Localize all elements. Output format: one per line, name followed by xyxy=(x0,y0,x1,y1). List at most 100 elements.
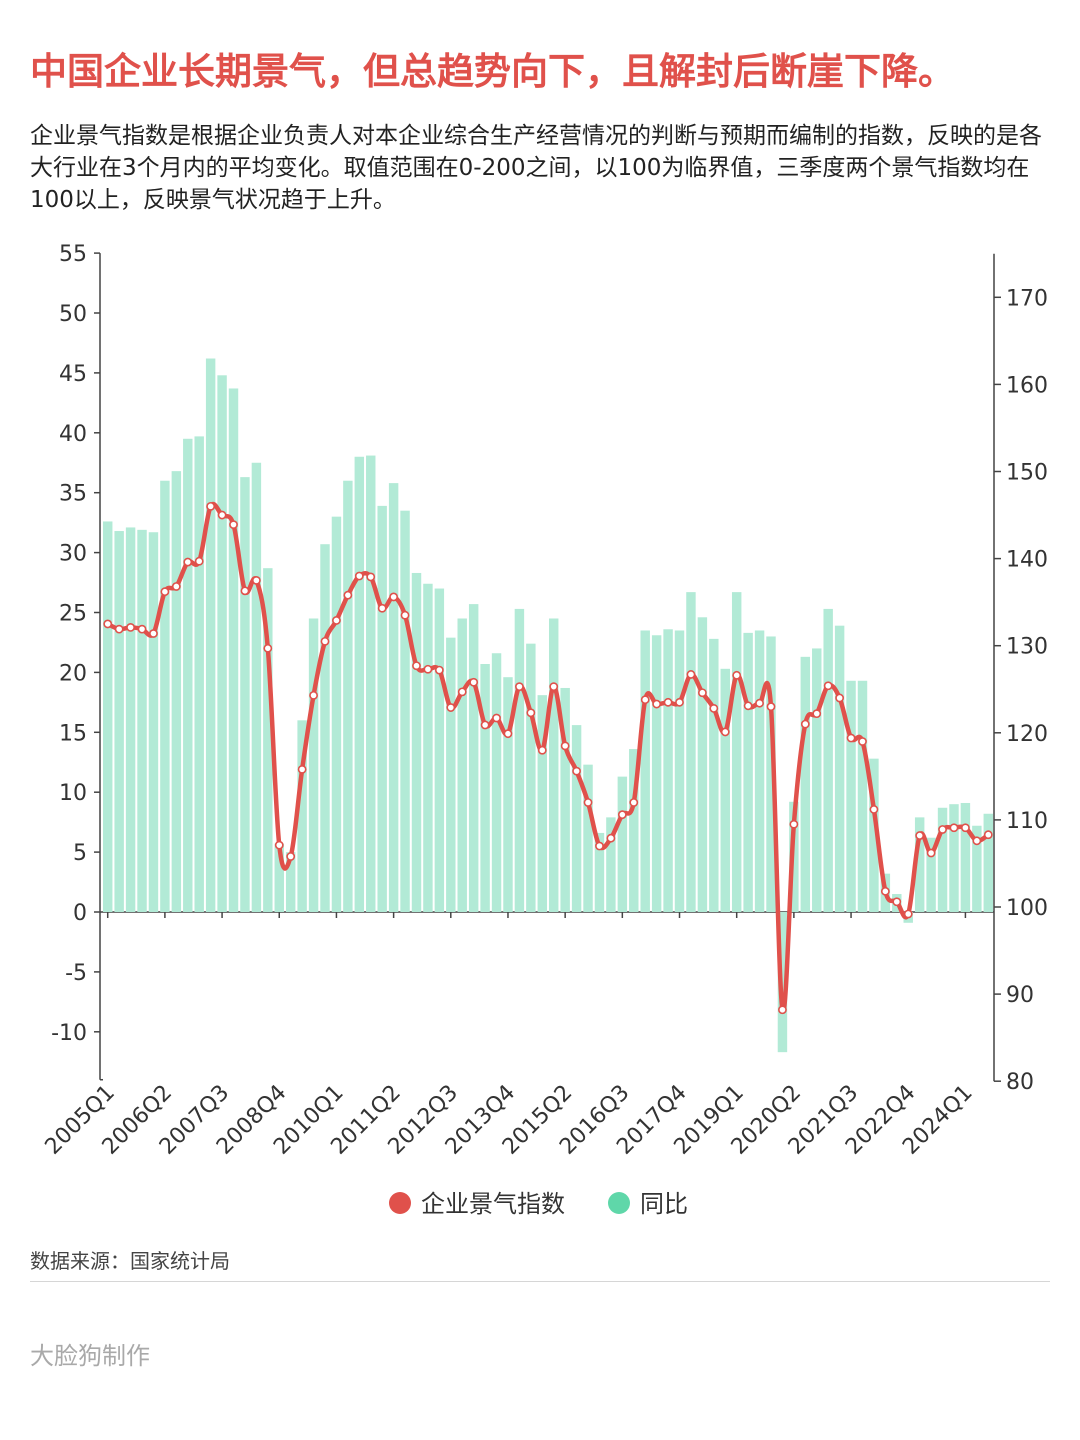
bar xyxy=(137,529,147,912)
bar xyxy=(400,510,410,912)
index-point xyxy=(366,572,376,582)
bar xyxy=(171,471,182,912)
left-axis-tick-label: -5 xyxy=(65,961,87,986)
bar xyxy=(514,608,525,912)
bar xyxy=(697,617,708,912)
bar xyxy=(457,618,467,912)
index-point xyxy=(183,557,193,567)
bar xyxy=(526,643,536,912)
right-axis-tick-label: 150 xyxy=(1006,461,1048,486)
bar xyxy=(560,687,570,912)
bar xyxy=(148,532,159,912)
index-point xyxy=(526,708,536,718)
bar xyxy=(503,677,513,912)
bar xyxy=(434,588,445,912)
index-point xyxy=(720,727,730,737)
index-point xyxy=(686,670,696,679)
index-point xyxy=(880,886,890,896)
bar xyxy=(972,825,982,912)
bar xyxy=(446,637,456,912)
index-point xyxy=(766,702,776,712)
bar xyxy=(263,568,273,912)
legend-swatch-yoy xyxy=(608,1192,630,1214)
index-point xyxy=(675,697,684,707)
data-source: 数据来源：国家统计局 xyxy=(30,1249,230,1273)
page-title: 中国企业长期景气，但总趋势向下，且解封后断崖下降。 xyxy=(30,50,955,93)
bar xyxy=(640,630,650,912)
bar xyxy=(949,804,959,912)
index-point xyxy=(114,624,124,634)
bar xyxy=(857,680,868,912)
index-point xyxy=(377,603,387,613)
index-point xyxy=(206,501,216,511)
bar xyxy=(343,480,353,912)
index-point xyxy=(778,1005,787,1015)
index-point xyxy=(400,610,410,620)
left-axis-tick-label: 35 xyxy=(59,482,87,507)
bar xyxy=(663,629,673,912)
bar xyxy=(869,758,879,912)
left-axis-tick-label: -10 xyxy=(51,1021,87,1046)
index-point xyxy=(972,836,982,846)
bar xyxy=(320,544,330,912)
index-point xyxy=(126,623,135,632)
index-point xyxy=(835,693,845,703)
bar xyxy=(983,813,993,912)
index-point xyxy=(949,823,959,833)
bar xyxy=(297,720,307,912)
bar xyxy=(720,668,730,912)
footer-divider xyxy=(30,1281,1050,1282)
chart-legend: 企业景气指数 同比 xyxy=(389,1190,688,1218)
index-point xyxy=(149,629,158,638)
bar xyxy=(183,438,193,912)
bar xyxy=(354,456,365,912)
bar xyxy=(480,664,490,912)
bar xyxy=(617,776,628,912)
index-point xyxy=(297,764,307,774)
bar xyxy=(308,618,319,912)
right-axis-tick-label: 140 xyxy=(1006,548,1048,573)
bar xyxy=(606,817,616,912)
index-point xyxy=(446,703,456,712)
bar xyxy=(674,630,685,912)
left-axis-tick-label: 45 xyxy=(59,362,87,387)
index-point xyxy=(389,592,399,602)
author-credit: 大脸狗制作 xyxy=(30,1342,150,1370)
index-point xyxy=(732,670,742,680)
bar xyxy=(709,638,719,912)
left-axis-tick-label: 10 xyxy=(59,781,87,806)
bar xyxy=(388,483,399,912)
bar xyxy=(686,592,696,912)
bar xyxy=(926,837,936,912)
left-axis-tick-label: 50 xyxy=(59,302,87,327)
index-point xyxy=(938,825,947,834)
bar xyxy=(103,521,113,912)
index-point xyxy=(892,897,902,907)
index-point xyxy=(457,687,467,697)
bar xyxy=(571,725,582,912)
bar xyxy=(217,375,227,912)
index-point xyxy=(103,619,113,629)
bar xyxy=(251,462,262,912)
bar xyxy=(468,604,479,912)
right-axis-tick-label: 110 xyxy=(1006,809,1048,834)
index-point xyxy=(160,587,170,597)
left-axis-tick-label: 30 xyxy=(59,542,87,567)
bar xyxy=(331,516,342,912)
index-point xyxy=(537,745,547,755)
bar xyxy=(743,632,753,912)
index-point xyxy=(434,665,444,675)
index-point xyxy=(709,704,719,713)
left-axis-tick-label: 5 xyxy=(73,841,87,866)
right-axis-tick-label: 120 xyxy=(1006,722,1048,747)
index-point xyxy=(354,571,364,581)
index-point xyxy=(640,695,650,705)
index-point xyxy=(332,616,341,625)
bar xyxy=(537,695,547,912)
bar xyxy=(114,531,124,912)
index-point xyxy=(652,699,662,709)
bar xyxy=(800,656,811,912)
index-point xyxy=(595,841,604,851)
index-line xyxy=(105,501,991,1014)
index-point xyxy=(629,798,639,807)
